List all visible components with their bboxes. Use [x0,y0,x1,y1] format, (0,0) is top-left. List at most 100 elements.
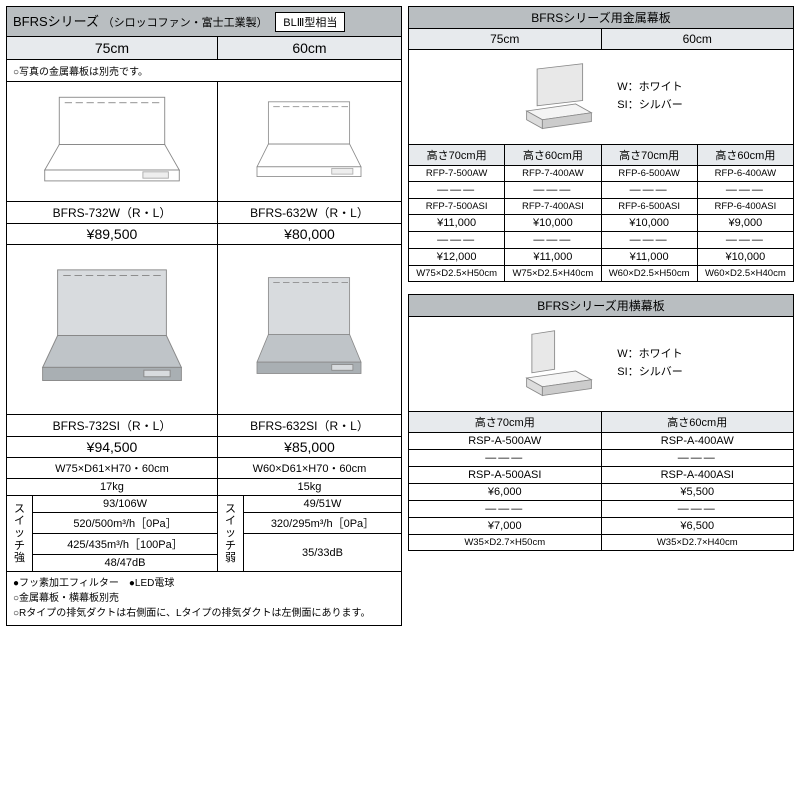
size-60: 60cm [217,37,401,60]
switch-label-weak: スイッチ弱 [217,496,243,572]
p1-h-1: 高さ60cm用 [505,145,601,166]
p2-p2-1: ¥6,500 [601,518,794,535]
p1-asi-1: RFP-7-400ASI [505,199,601,215]
dash: ――― [601,501,794,518]
white-60-model: BFRS-632W（R・L） [217,202,401,224]
panel2-title: BFRSシリーズ用横幕板 [409,295,794,317]
main-title-cell: BFRSシリーズ （シロッコファン・富士工業製） BLⅢ型相当 [7,7,402,37]
white-75-price: ¥89,500 [7,224,218,245]
left-column: BFRSシリーズ （シロッコファン・富士工業製） BLⅢ型相当 75cm 60c… [6,6,402,626]
dash: ――― [505,182,601,199]
p1-p1-0: ¥11,000 [409,215,505,232]
p2-h-1: 高さ60cm用 [601,412,794,433]
p2-p1-0: ¥6,000 [409,484,602,501]
p2-d-1: W35×D2.7×H40cm [601,535,794,551]
p1-p2-0: ¥12,000 [409,249,505,266]
right-column: BFRSシリーズ用金属幕板 75cm 60cm W：ホワイト [408,6,794,626]
dash: ――― [697,182,793,199]
silver-75-model: BFRS-732SI（R・L） [7,415,218,437]
p1-color-note: W：ホワイト SI：シルバー [617,79,682,114]
weight-60: 15kg [217,479,401,496]
p2-color-si: SI：シルバー [617,364,682,382]
p1-p2-2: ¥11,000 [601,249,697,266]
p1-d-1: W75×D2.5×H40cm [505,266,601,282]
p1-h-2: 高さ70cm用 [601,145,697,166]
p1-h-3: 高さ60cm用 [697,145,793,166]
p2-p2-0: ¥7,000 [409,518,602,535]
p1-p2-3: ¥10,000 [697,249,793,266]
p2-aw-1: RSP-A-400AW [601,433,794,450]
p2-color-w: W：ホワイト [617,346,682,364]
silver-75-price: ¥94,500 [7,437,218,458]
rangehood-silver-icon [244,258,374,398]
dash: ――― [409,232,505,249]
p1-h-0: 高さ70cm用 [409,145,505,166]
dash: ――― [601,232,697,249]
rangehood-white-icon [244,90,374,190]
p1-color-w: W：ホワイト [617,79,682,97]
size-75: 75cm [7,37,218,60]
white-60-price: ¥80,000 [217,224,401,245]
silver-60-model: BFRS-632SI（R・L） [217,415,401,437]
bullet-1: ○金属幕板・横幕板別売 [13,591,395,606]
p2-p1-1: ¥5,500 [601,484,794,501]
p1-d-0: W75×D2.5×H50cm [409,266,505,282]
rangehood-white-icon [37,90,187,190]
dash: ――― [505,232,601,249]
p1-size-75: 75cm [409,29,602,50]
dim-75: W75×D61×H70・60cm [7,458,218,479]
silver-60-price: ¥85,000 [217,437,401,458]
p2-h-0: 高さ70cm用 [409,412,602,433]
p1-asi-2: RFP-6-500ASI [601,199,697,215]
dash: ――― [409,450,602,467]
page-wrap: BFRSシリーズ （シロッコファン・富士工業製） BLⅢ型相当 75cm 60c… [6,6,794,626]
switch-label-strong: スイッチ強 [7,496,33,572]
p1-thumb-cell: W：ホワイト SI：シルバー [409,50,794,145]
bullets-cell: ●フッ素加工フィルター ●LED電球 ○金属幕板・横幕板別売 ○Rタイプの排気ダ… [7,572,402,626]
spec-a-0: 93/106W [33,496,218,513]
main-title: BFRSシリーズ [13,14,99,29]
weight-75: 17kg [7,479,218,496]
panel1-title: BFRSシリーズ用金属幕板 [409,7,794,29]
p2-thumb-cell: W：ホワイト SI：シルバー [409,317,794,412]
p1-p1-2: ¥10,000 [601,215,697,232]
p1-size-60: 60cm [601,29,794,50]
spec-a-1: 520/500m³/h［0Pa］ [33,513,218,534]
panel1-table: BFRSシリーズ用金属幕板 75cm 60cm W：ホワイト [408,6,794,282]
p1-aw-2: RFP-6-500AW [601,166,697,182]
spec-b-1: 320/295m³/h［0Pa］ [243,513,401,534]
badge: BLⅢ型相当 [275,12,345,32]
panel2-table: BFRSシリーズ用横幕板 W：ホワイト SI：シルバー [408,294,794,551]
p1-aw-0: RFP-7-500AW [409,166,505,182]
panel-front-icon [519,62,599,132]
panel-side-icon [519,329,599,399]
photo-note: ○写真の金属幕板は別売です。 [7,60,402,82]
silver-75-image [7,245,218,415]
p1-d-3: W60×D2.5×H40cm [697,266,793,282]
white-75-image [7,82,218,202]
p1-aw-3: RFP-6-400AW [697,166,793,182]
spec-b-3: 35/33dB [243,534,401,572]
rangehood-silver-icon [37,258,187,398]
dash: ――― [697,232,793,249]
bullet-2: ○Rタイプの排気ダクトは右側面に、Lタイプの排気ダクトは左側面にあります。 [13,606,395,621]
p1-p1-3: ¥9,000 [697,215,793,232]
dash: ――― [601,450,794,467]
p1-p1-1: ¥10,000 [505,215,601,232]
dash: ――― [409,182,505,199]
p1-p2-1: ¥11,000 [505,249,601,266]
p2-color-note: W：ホワイト SI：シルバー [617,346,682,381]
dim-60: W60×D61×H70・60cm [217,458,401,479]
main-table: BFRSシリーズ （シロッコファン・富士工業製） BLⅢ型相当 75cm 60c… [6,6,402,626]
p1-color-si: SI：シルバー [617,97,682,115]
p2-d-0: W35×D2.7×H50cm [409,535,602,551]
p2-asi-1: RSP-A-400ASI [601,467,794,484]
spec-a-2: 425/435m³/h［100Pa］ [33,534,218,555]
spec-b-0: 49/51W [243,496,401,513]
p1-aw-1: RFP-7-400AW [505,166,601,182]
p1-asi-3: RFP-6-400ASI [697,199,793,215]
bullet-0: ●フッ素加工フィルター ●LED電球 [13,576,395,591]
white-75-model: BFRS-732W（R・L） [7,202,218,224]
dash: ――― [409,501,602,518]
main-subtitle: （シロッコファン・富士工業製） [103,17,268,29]
